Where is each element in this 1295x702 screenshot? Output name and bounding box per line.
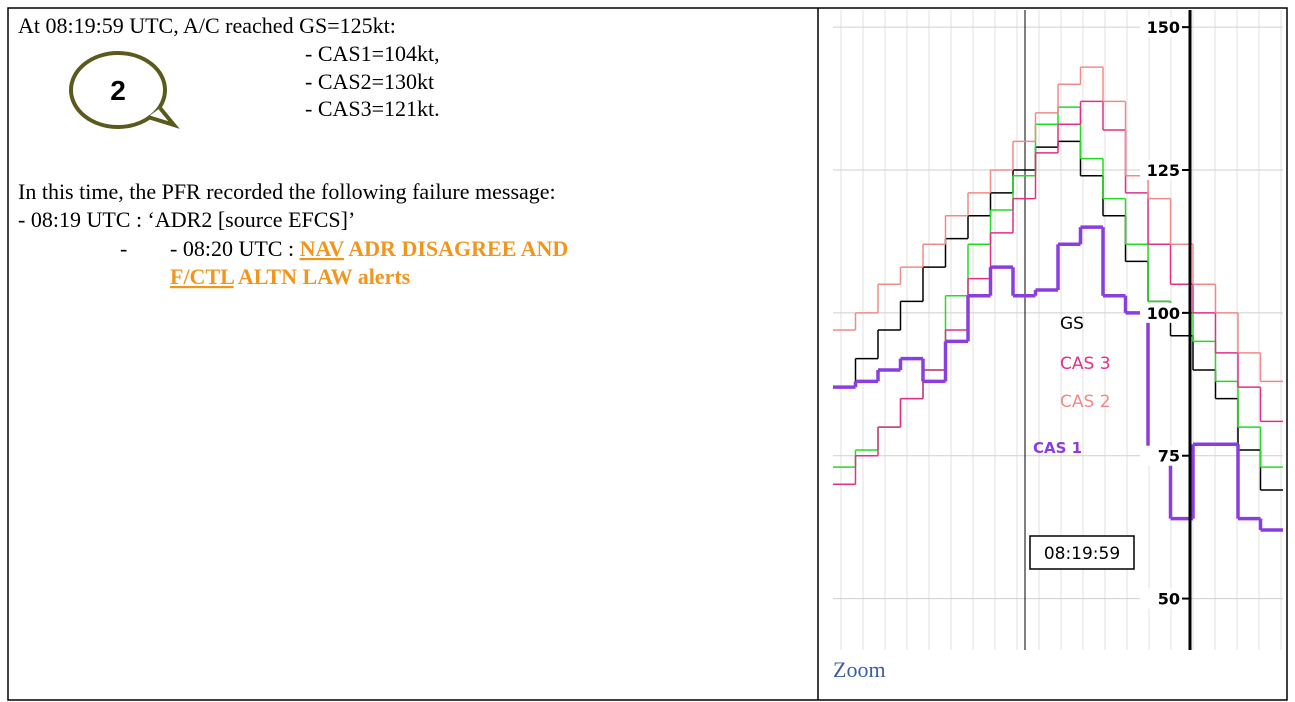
alert-nav: NAV bbox=[300, 236, 345, 261]
chart: 50 75 100 125 150 GS CAS 3 CAS 2 CAS 1 08:19:59 bbox=[833, 10, 1283, 650]
message: - 08:19 UTC : ‘ADR2 [source EFCS]’ bbox=[18, 207, 355, 232]
annotation-box bbox=[1029, 535, 1135, 570]
series-label: GS bbox=[1060, 314, 1084, 334]
y-tick-label: 125 bbox=[1147, 161, 1180, 180]
message: - 08:20 UTC : NAV ADR DISAGREE AND bbox=[170, 236, 568, 261]
y-tick-label: 100 bbox=[1147, 304, 1180, 323]
tick-label-bg bbox=[1140, 588, 1182, 609]
tick-label-bg bbox=[1140, 160, 1182, 180]
series-label: CAS 3 bbox=[1060, 354, 1111, 374]
tick-label-bg bbox=[1140, 17, 1182, 38]
alert-text: ALTN LAW alerts bbox=[234, 264, 411, 289]
message: F/CTL ALTN LAW alerts bbox=[170, 264, 411, 289]
message-time: - 08:20 UTC : bbox=[170, 236, 300, 261]
tick-label-bg bbox=[1140, 302, 1182, 323]
badge-tail bbox=[147, 106, 180, 129]
series-label: CAS 1 bbox=[1033, 439, 1082, 457]
alert-fctl: F/CTL bbox=[170, 264, 234, 289]
heading: At 08:19:59 UTC, A/C reached GS=125kt: bbox=[18, 13, 396, 38]
y-tick-label: 150 bbox=[1147, 18, 1180, 37]
item: - CAS3=121kt. bbox=[305, 96, 440, 121]
table-border bbox=[7, 7, 1288, 701]
y-tick-label: 75 bbox=[1158, 447, 1180, 466]
badge-number: 2 bbox=[110, 75, 126, 106]
annotation: 08:19:59 bbox=[1044, 544, 1120, 564]
series-label: CAS 2 bbox=[1060, 392, 1111, 412]
alert-text: ADR DISAGREE AND bbox=[344, 236, 568, 261]
item: - CAS2=130kt bbox=[305, 69, 434, 94]
item: - CAS1=104kt, bbox=[305, 41, 440, 66]
tick-label-bg bbox=[1140, 445, 1182, 466]
badge-bubble bbox=[69, 51, 167, 129]
zoom-link[interactable]: Zoom bbox=[833, 657, 886, 682]
y-tick-label: 50 bbox=[1158, 590, 1180, 609]
bullet: - bbox=[120, 236, 127, 261]
paragraph: In this time, the PFR recorded the follo… bbox=[18, 179, 556, 204]
